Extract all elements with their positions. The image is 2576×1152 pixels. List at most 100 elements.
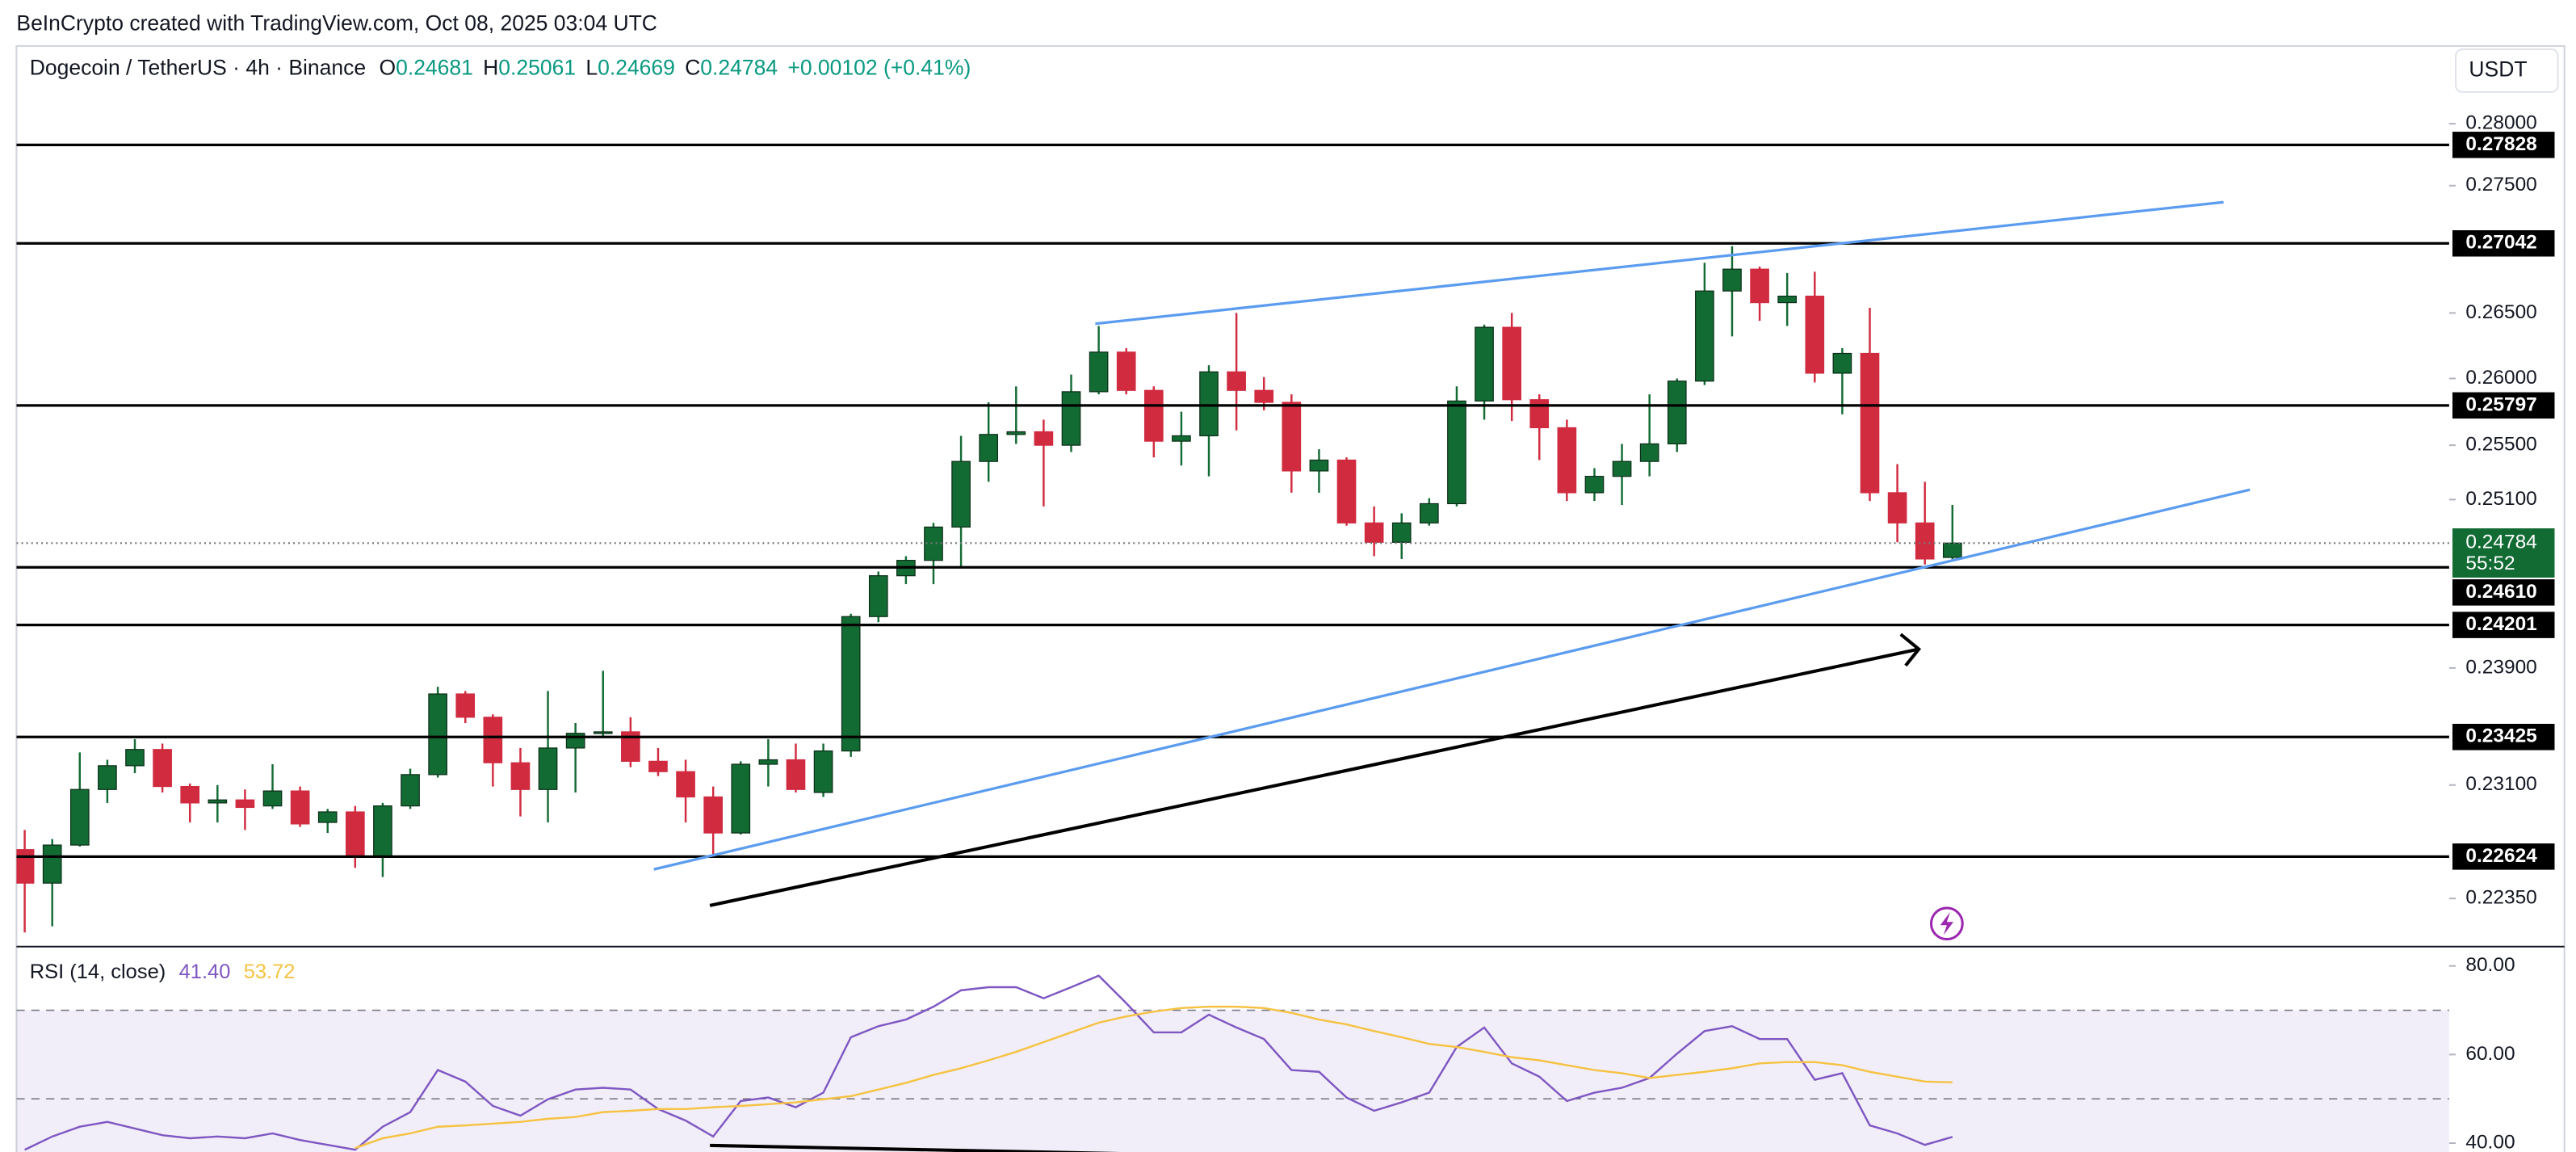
lower-trendline [653, 488, 2251, 871]
candle-body [648, 760, 668, 772]
l-value: 0.24669 [598, 55, 675, 79]
credit: BeInCrypto created with TradingView.com,… [16, 11, 657, 36]
currency[interactable]: USDT [2469, 57, 2527, 81]
candle-body [1942, 542, 1962, 558]
candle-body [1006, 431, 1026, 435]
candle-body [1061, 391, 1081, 446]
rsi-drawings [710, 1143, 1120, 1152]
candle-body [1227, 371, 1246, 391]
candle-body [979, 434, 999, 462]
y-tick-label: 0.23100 [2465, 773, 2536, 795]
legend: Dogecoin / TetherUS · 4h · Binance O0.246… [30, 55, 971, 79]
candle-body [208, 799, 228, 804]
candle-body [428, 693, 447, 776]
candle-body [676, 771, 695, 798]
level-label-box [2452, 132, 2555, 158]
level-label: 0.25797 [2465, 393, 2536, 415]
l-key: L [585, 55, 598, 79]
candle-body [317, 811, 338, 823]
candle-body [1172, 435, 1191, 442]
rsi-title: RSI (14, close) 41.40 53.72 [30, 961, 296, 983]
candle-body [1777, 295, 1798, 304]
candle-body [1584, 476, 1605, 494]
level-label-box [2452, 724, 2555, 750]
c-value: 0.24784 [700, 55, 778, 79]
candle-body [1309, 459, 1329, 472]
candle-body [924, 526, 943, 561]
level-label: 0.24610 [2465, 581, 2536, 603]
candle-body [153, 749, 172, 788]
candle-body [1034, 431, 1054, 446]
trend-arrow [709, 647, 1919, 907]
candle-body [1750, 268, 1769, 304]
last-price-label: 0.24784 [2465, 532, 2536, 553]
candle-body [1639, 443, 1659, 462]
candle-body [180, 785, 200, 804]
candle-body [1502, 326, 1521, 401]
candle-body [1336, 459, 1357, 523]
candle-body [1915, 522, 1935, 560]
event-bolt [1940, 912, 1954, 935]
level-label-box [2452, 579, 2555, 606]
rsi-value: 41.40 [179, 961, 231, 983]
candle-body [125, 749, 145, 767]
candle-body [1199, 371, 1219, 437]
y-tick-label: 0.26000 [2465, 367, 2536, 389]
candle-body [1116, 351, 1136, 391]
candle-body [290, 790, 310, 825]
candle-body [1887, 492, 1907, 523]
candle-body [1805, 295, 1825, 374]
o-value: 0.24681 [396, 55, 473, 79]
y-tick-label: 0.27500 [2465, 174, 2536, 196]
candle-body [1447, 400, 1466, 505]
y-tick-label: 60.00 [2465, 1043, 2515, 1065]
level-label: 0.27042 [2465, 232, 2536, 254]
candle-body [1722, 268, 1742, 292]
countdown: 55:52 [2465, 553, 2515, 574]
candle-body [1612, 460, 1632, 477]
y-tick-label: 0.25500 [2465, 434, 2536, 456]
rsi-divergence-line [710, 1143, 1120, 1152]
y-tick-label: 40.00 [2465, 1132, 2515, 1152]
candle-body [69, 788, 90, 846]
y-tick-label: 80.00 [2465, 954, 2515, 976]
level-label: 0.23425 [2465, 725, 2536, 747]
currency-box[interactable] [2455, 48, 2559, 93]
candle-body [813, 750, 833, 793]
c-key: C [685, 55, 700, 79]
candle-body [841, 616, 861, 752]
candle-body [1364, 522, 1384, 543]
candle-body [455, 693, 476, 718]
y-tick-label: 0.23900 [2465, 656, 2536, 678]
level-label-box [2452, 392, 2555, 419]
candle-body [1089, 351, 1109, 393]
candle-body [42, 844, 62, 884]
symbol: Dogecoin / TetherUS · 4h · Binance [30, 55, 366, 79]
candle-body [565, 733, 585, 749]
candle-body [401, 774, 420, 807]
candle-body [1529, 399, 1550, 429]
candle-body [510, 762, 531, 790]
candle-body [1860, 352, 1880, 494]
level-label-box [2452, 612, 2555, 638]
candle-body [262, 790, 283, 807]
candle-body [1420, 502, 1439, 523]
candle-body [621, 731, 640, 762]
drawings [653, 200, 2251, 941]
candle-body [951, 460, 971, 528]
h-value: 0.25061 [498, 55, 576, 79]
candle-body [593, 731, 613, 734]
candle-body [483, 717, 503, 763]
candle-body [538, 747, 558, 790]
candle-body [16, 849, 35, 884]
candle-body [1254, 389, 1274, 403]
level-label: 0.24201 [2465, 613, 2536, 635]
candle-body [235, 799, 255, 809]
change: +0.00102 (+0.41%) [787, 55, 971, 79]
level-label-box [2452, 843, 2555, 870]
rsi-ma-value: 53.72 [244, 961, 296, 983]
candle-body [786, 759, 806, 790]
